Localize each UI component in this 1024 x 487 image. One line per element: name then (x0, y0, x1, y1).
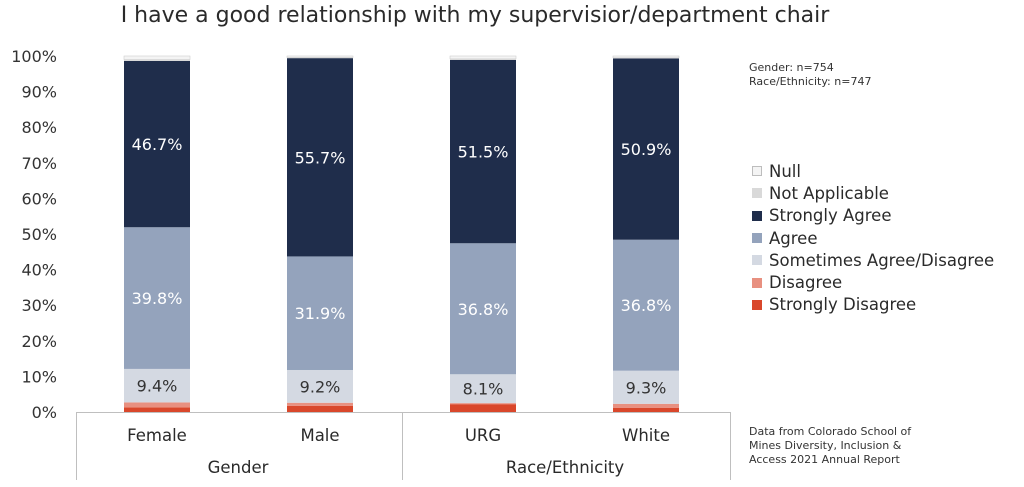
sample-size-gender: Gender: n=754 (749, 61, 834, 74)
y-tick-label: 80% (21, 118, 57, 137)
legend-swatch (752, 299, 762, 310)
bar-segment (124, 402, 190, 408)
source-line-1: Data from Colorado School of (749, 425, 912, 438)
data-label: 36.8% (458, 300, 509, 319)
data-label: 46.7% (132, 135, 183, 154)
chart-legend: Null Not Applicable Strongly Agree Agree Som… (752, 160, 994, 316)
y-tick-label: 20% (21, 332, 57, 351)
bar-segment (287, 58, 353, 257)
legend-swatch (752, 233, 762, 244)
bar-segment (287, 57, 353, 59)
bar-segment (123, 55, 191, 60)
bar-segment (124, 368, 190, 403)
category-label: Male (300, 426, 339, 445)
sample-size-note: Gender: n=754 Race/Ethnicity: n=747 (749, 61, 871, 89)
source-note: Data from Colorado School of Mines Diver… (749, 425, 911, 467)
bar-segment (613, 370, 679, 404)
data-label: 8.1% (463, 380, 504, 399)
y-tick-label: 90% (21, 83, 57, 102)
sample-size-race: Race/Ethnicity: n=747 (749, 75, 872, 88)
legend-item: Strongly Disagree (752, 294, 994, 316)
chart-title: I have a good relationship with my super… (120, 3, 830, 28)
bar-segment (124, 407, 190, 412)
legend-label: Strongly Agree (769, 206, 892, 226)
legend-label: Strongly Disagree (769, 295, 917, 315)
legend-item: Agree (752, 227, 994, 249)
bar-segment (613, 239, 679, 371)
data-label: 50.9% (621, 140, 672, 159)
bar-segment (287, 369, 353, 403)
category-label: White (622, 426, 670, 445)
data-label: 36.8% (621, 296, 672, 315)
data-label: 51.5% (458, 143, 509, 162)
legend-item: Null (752, 160, 994, 182)
source-line-3: Access 2021 Annual Report (749, 453, 900, 466)
bar-segment (613, 57, 679, 59)
bar-segment (450, 58, 516, 60)
bar-segment (124, 59, 190, 61)
data-label: 55.7% (295, 148, 346, 167)
bar-segment (613, 407, 679, 412)
data-label: 9.3% (626, 378, 667, 397)
legend-label: Sometimes Agree/Disagree (769, 250, 995, 270)
bar-segment (287, 405, 353, 412)
legend-label: Disagree (769, 273, 843, 293)
category-label: URG (465, 426, 501, 445)
y-tick-label: 70% (21, 154, 57, 173)
group-label: Gender (208, 458, 269, 477)
bar-segment (612, 55, 680, 59)
legend-swatch (752, 188, 762, 199)
legend-swatch (752, 255, 762, 266)
bar-segment (450, 404, 516, 412)
group-label: Race/Ethnicity (506, 458, 625, 477)
y-tick-label: 100% (11, 47, 57, 66)
legend-label: Agree (769, 228, 818, 248)
bar-segment (450, 243, 516, 375)
y-tick-label: 30% (21, 296, 57, 315)
legend-item: Sometimes Agree/Disagree (752, 249, 994, 271)
legend-item: Strongly Agree (752, 205, 994, 227)
legend-swatch (752, 277, 762, 288)
legend-item: Disagree (752, 271, 994, 293)
category-label: Female (127, 426, 187, 445)
legend-swatch (752, 166, 762, 177)
legend-swatch (752, 210, 762, 221)
source-line-2: Mines Diversity, Inclusion & (749, 439, 902, 452)
legend-label: Not Applicable (769, 183, 889, 203)
bar-segment (450, 374, 516, 404)
data-label: 31.9% (295, 304, 346, 323)
y-tick-label: 60% (21, 189, 57, 208)
y-tick-label: 40% (21, 261, 57, 280)
bar-segment (287, 402, 353, 406)
bar-segment (286, 55, 354, 58)
bar-segment (613, 58, 679, 240)
data-label: 9.2% (300, 377, 341, 396)
legend-label: Null (769, 161, 801, 181)
legend-item: Not Applicable (752, 182, 994, 204)
bar-segment (124, 60, 190, 228)
bar-segment (450, 59, 516, 244)
y-tick-label: 10% (21, 367, 57, 386)
bar-segment (287, 256, 353, 370)
data-label: 39.8% (132, 289, 183, 308)
y-tick-label: 0% (32, 403, 57, 422)
bar-segment (449, 55, 517, 60)
bar-segment (124, 227, 190, 369)
bar-segment (613, 403, 679, 408)
bar-segment (450, 403, 516, 405)
data-label: 9.4% (137, 377, 178, 396)
y-tick-label: 50% (21, 225, 57, 244)
